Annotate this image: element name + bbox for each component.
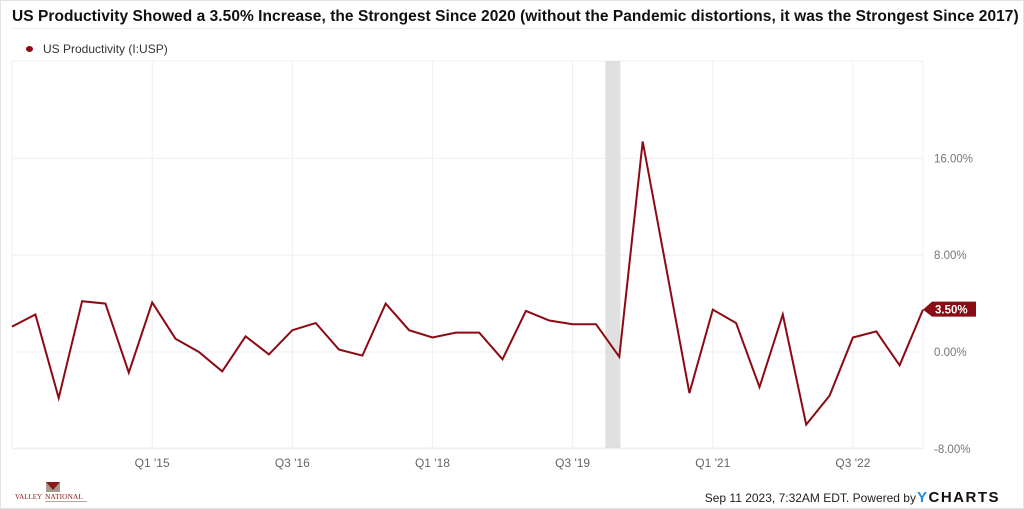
legend[interactable]: US Productivity (I:USP) (26, 42, 168, 56)
valley-national-logo: VALLEY NATIONAL (15, 482, 87, 502)
x-tick-label: Q3 '19 (555, 456, 590, 470)
series-layer (11, 141, 924, 427)
x-tick-label: Q3 '22 (835, 456, 870, 470)
logo-text-right: NATIONAL (45, 492, 83, 501)
recession-band (605, 61, 621, 448)
x-tick-label: Q1 '15 (135, 456, 170, 470)
y-tick-label: 0.00% (934, 347, 967, 359)
series-line (11, 141, 924, 427)
grid (11, 60, 924, 450)
legend-marker-icon (26, 46, 33, 52)
footer-timestamp: Sep 11 2023, 7:32AM EDT. Powered by (704, 490, 916, 505)
y-tick-label: 16.00% (934, 153, 973, 165)
title-divider (12, 28, 1000, 29)
ycharts-text: CHARTS (928, 489, 1000, 506)
y-axis: -8.00% 0.00% 8.00% 16.00% (934, 153, 973, 455)
last-value-label: 3.50% (935, 305, 968, 317)
last-value-layer: 3.50% (923, 301, 976, 317)
x-tick-label: Q3 '16 (275, 456, 310, 470)
recession-band-layer (605, 61, 621, 448)
x-axis: Q1 '15 Q3 '16 Q1 '18 Q3 '19 Q1 '21 Q3 '22 (135, 456, 871, 470)
last-value-badge (923, 301, 976, 317)
y-tick-label: -8.00% (934, 444, 970, 456)
x-tick-label: Q1 '21 (695, 456, 730, 470)
ycharts-y: Y (916, 489, 929, 506)
legend-label: US Productivity (I:USP) (43, 42, 168, 56)
y-tick-label: 8.00% (934, 250, 967, 262)
chart-title: US Productivity Showed a 3.50% Increase,… (12, 8, 1019, 25)
plot-border (11, 60, 924, 449)
x-tick-label: Q1 '18 (415, 456, 450, 470)
footer: Sep 11 2023, 7:32AM EDT. Powered by YCHA… (705, 489, 1000, 506)
logo-text-left: VALLEY (15, 493, 42, 501)
ycharts-logo[interactable]: YCHARTS (917, 489, 1000, 506)
